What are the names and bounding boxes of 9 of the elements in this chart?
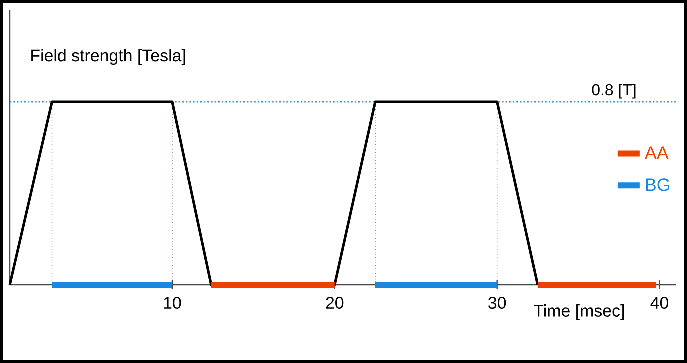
x-tick-label: 30 xyxy=(488,297,506,310)
x-tick-label: 10 xyxy=(164,297,182,310)
x-axis-title: Time [msec] xyxy=(534,304,624,320)
x-tick-label: 20 xyxy=(326,297,344,310)
x-tick-label: 40 xyxy=(650,297,669,310)
ref-line-label: 0.8 [T] xyxy=(592,84,636,99)
y-axis-title: Field strength [Tesla] xyxy=(32,49,186,66)
legend-label: AA xyxy=(644,146,669,160)
legend-label: BG xyxy=(646,178,670,192)
